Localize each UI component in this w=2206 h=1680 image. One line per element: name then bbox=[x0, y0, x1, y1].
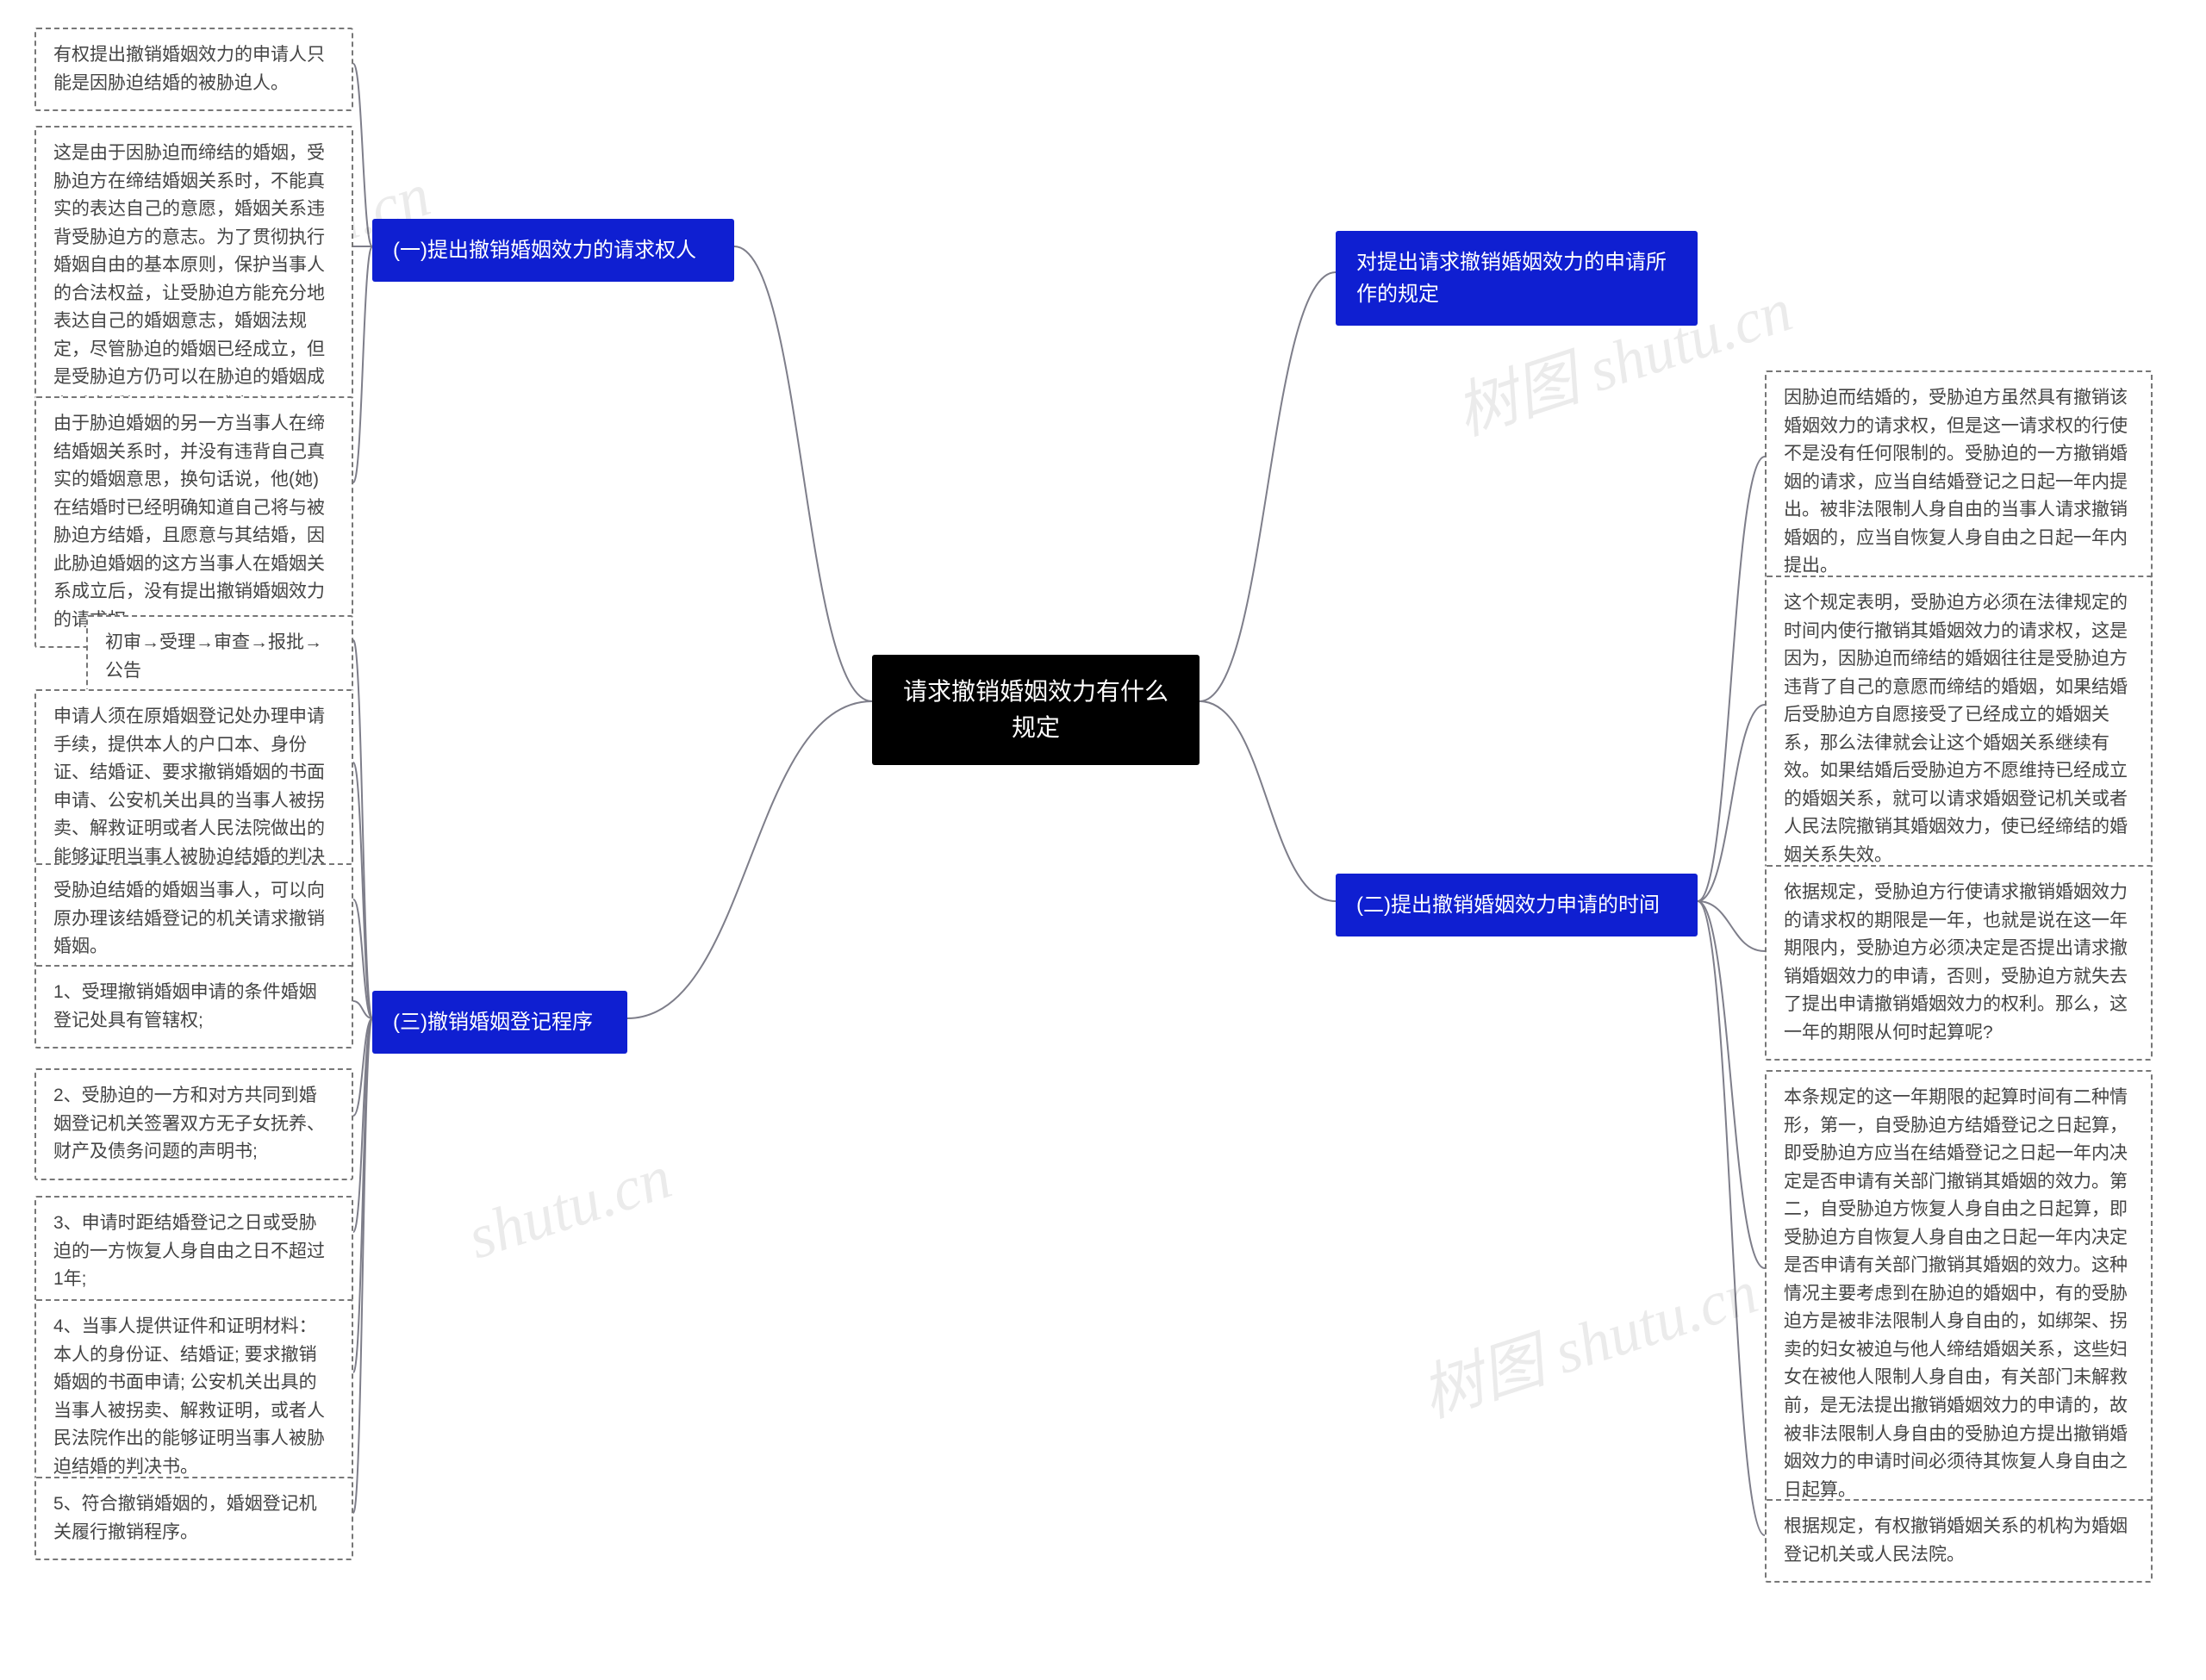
branch-node: (三)撤销婚姻登记程序 bbox=[372, 991, 627, 1054]
center-text-line2: 规定 bbox=[1012, 714, 1060, 741]
branch-label: (三)撤销婚姻登记程序 bbox=[393, 1011, 593, 1034]
leaf-text: 初审→受理→审查→报批→公告 bbox=[105, 632, 322, 681]
leaf-text: 有权提出撤销婚姻效力的申请人只能是因胁迫结婚的被胁迫人。 bbox=[53, 45, 325, 93]
branch-node: 对提出请求撤销婚姻效力的申请所作的规定 bbox=[1336, 231, 1698, 326]
leaf-node: 依据规定，受胁迫方行使请求撤销婚姻效力的请求权的期限是一年，也就是说在这一年期限… bbox=[1765, 865, 2153, 1061]
leaf-text: 3、申请时距结婚登记之日或受胁迫的一方恢复人身自由之日不超过1年; bbox=[53, 1213, 325, 1289]
center-text-line1: 请求撤销婚姻效力有什么 bbox=[903, 678, 1168, 705]
leaf-node: 因胁迫而结婚的，受胁迫方虽然具有撤销该婚姻效力的请求权，但是这一请求权的行使不是… bbox=[1765, 370, 2153, 594]
leaf-node: 5、符合撤销婚姻的，婚姻登记机关履行撤销程序。 bbox=[34, 1477, 353, 1560]
leaf-node: 受胁迫结婚的婚姻当事人，可以向原办理该结婚登记的机关请求撤销婚姻。 bbox=[34, 863, 353, 975]
leaf-text: 1、受理撤销婚姻申请的条件婚姻登记处具有管辖权; bbox=[53, 982, 317, 1030]
branch-node: (二)提出撤销婚姻效力申请的时间 bbox=[1336, 874, 1698, 936]
branch-label: 对提出请求撤销婚姻效力的申请所 bbox=[1356, 251, 1667, 274]
leaf-text: 根据规定，有权撤销婚姻关系的机构为婚姻登记机关或人民法院。 bbox=[1784, 1516, 2128, 1565]
leaf-node: 这个规定表明，受胁迫方必须在法律规定的时间内使行撤销其婚姻效力的请求权，这是因为… bbox=[1765, 576, 2153, 883]
leaf-node: 初审→受理→审查→报批→公告 bbox=[86, 615, 353, 699]
leaf-node: 3、申请时距结婚登记之日或受胁迫的一方恢复人身自由之日不超过1年; bbox=[34, 1196, 353, 1308]
leaf-node: 由于胁迫婚姻的另一方当事人在缔结婚姻关系时，并没有违背自己真实的婚姻意思，换句话… bbox=[34, 396, 353, 648]
leaf-node: 根据规定，有权撤销婚姻关系的机构为婚姻登记机关或人民法院。 bbox=[1765, 1499, 2153, 1583]
leaf-text: 由于胁迫婚姻的另一方当事人在缔结婚姻关系时，并没有违背自己真实的婚姻意思，换句话… bbox=[53, 414, 325, 630]
leaf-node: 有权提出撤销婚姻效力的申请人只能是因胁迫结婚的被胁迫人。 bbox=[34, 28, 353, 111]
branch-node: (一)提出撤销婚姻效力的请求权人 bbox=[372, 219, 734, 282]
leaf-text: 依据规定，受胁迫方行使请求撤销婚姻效力的请求权的期限是一年，也就是说在这一年期限… bbox=[1784, 882, 2128, 1042]
leaf-node: 1、受理撤销婚姻申请的条件婚姻登记处具有管辖权; bbox=[34, 965, 353, 1048]
branch-label: (一)提出撤销婚姻效力的请求权人 bbox=[393, 239, 696, 262]
leaf-node: 本条规定的这一年期限的起算时间有二种情形，第一，自受胁迫方结婚登记之日起算，即受… bbox=[1765, 1070, 2153, 1518]
leaf-node: 2、受胁迫的一方和对方共同到婚姻登记机关签署双方无子女抚养、财产及债务问题的声明… bbox=[34, 1068, 353, 1180]
leaf-text: 本条规定的这一年期限的起算时间有二种情形，第一，自受胁迫方结婚登记之日起算，即受… bbox=[1784, 1087, 2128, 1500]
branch-label: 作的规定 bbox=[1356, 283, 1439, 306]
leaf-text: 这个规定表明，受胁迫方必须在法律规定的时间内使行撤销其婚姻效力的请求权，这是因为… bbox=[1784, 593, 2128, 865]
leaf-text: 2、受胁迫的一方和对方共同到婚姻登记机关签署双方无子女抚养、财产及债务问题的声明… bbox=[53, 1086, 325, 1161]
leaf-text: 受胁迫结婚的婚姻当事人，可以向原办理该结婚登记的机关请求撤销婚姻。 bbox=[53, 880, 325, 956]
leaf-text: 4、当事人提供证件和证明材料：本人的身份证、结婚证; 要求撤销婚姻的书面申请; … bbox=[53, 1316, 325, 1477]
leaf-text: 5、符合撤销婚姻的，婚姻登记机关履行撤销程序。 bbox=[53, 1494, 317, 1542]
center-node: 请求撤销婚姻效力有什么 规定 bbox=[872, 655, 1200, 765]
leaf-node: 4、当事人提供证件和证明材料：本人的身份证、结婚证; 要求撤销婚姻的书面申请; … bbox=[34, 1299, 353, 1495]
branch-label: (二)提出撤销婚姻效力申请的时间 bbox=[1356, 893, 1660, 917]
leaf-text: 因胁迫而结婚的，受胁迫方虽然具有撤销该婚姻效力的请求权，但是这一请求权的行使不是… bbox=[1784, 388, 2128, 576]
